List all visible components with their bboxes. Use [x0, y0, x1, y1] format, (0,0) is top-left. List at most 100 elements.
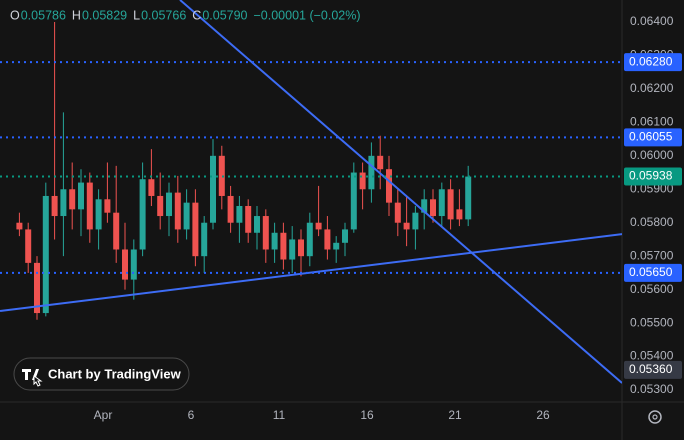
candle-body: [447, 189, 454, 220]
candle-body: [25, 229, 32, 263]
candle-body: [262, 216, 269, 250]
candle-body: [218, 155, 225, 196]
candle-body: [430, 199, 436, 217]
candle-body: [368, 155, 375, 190]
candle-body: [324, 229, 331, 250]
x-tick-label: 21: [448, 408, 462, 422]
candle-body: [130, 249, 137, 280]
price-label: 0.06280: [629, 54, 673, 68]
candle-body: [333, 242, 340, 250]
badge-frame: [13, 357, 190, 391]
y-tick-label: 0.05500: [630, 315, 674, 329]
plot-area: [0, 0, 622, 384]
candle-body: [254, 216, 260, 233]
candle-body: [359, 172, 366, 190]
y-tick-label: 0.05700: [630, 248, 674, 262]
candle-body: [315, 222, 322, 230]
candle-body: [95, 199, 102, 230]
candle-body: [403, 222, 410, 230]
axes: 0.064000.063000.062000.061000.060000.059…: [94, 14, 682, 422]
settings-icon[interactable]: [648, 410, 662, 424]
candle-body: [342, 229, 348, 243]
header-value: 0.05829: [82, 8, 127, 22]
candle-body: [245, 206, 252, 233]
candle-body: [51, 195, 58, 217]
attribution-badge[interactable]: Chart by TradingView: [13, 357, 190, 391]
y-tick-label: 0.05300: [630, 382, 674, 396]
candle-body: [421, 199, 428, 213]
badge-text: Chart by TradingView: [48, 366, 182, 381]
y-tick-label: 0.06000: [630, 148, 674, 162]
candle-body: [34, 262, 40, 314]
price-label: 0.05938: [629, 169, 673, 183]
header-value: 0.05786: [21, 8, 66, 22]
price-label-box: [624, 167, 682, 186]
header-key: C: [192, 8, 201, 22]
price-label-box: [624, 263, 682, 282]
candle-body: [465, 176, 472, 220]
candle-body: [236, 206, 243, 223]
price-label-box: [624, 53, 682, 72]
candle-body: [60, 189, 67, 217]
candle-body: [201, 222, 208, 257]
candle-body: [86, 182, 93, 230]
y-tick-label: 0.05400: [630, 349, 674, 363]
price-label-box: [624, 128, 682, 147]
crosshair-label-box: [624, 360, 682, 379]
candle-body: [306, 222, 313, 257]
crosshair-label: 0.05360: [629, 362, 673, 376]
gear-ring: [648, 410, 662, 424]
x-tick-label: 11: [273, 408, 286, 422]
header-key: H: [72, 8, 81, 22]
candle-body: [394, 202, 401, 223]
candle-body: [166, 192, 172, 217]
x-tick-label: 6: [188, 408, 195, 422]
candle-body: [298, 239, 304, 257]
candle-body: [122, 249, 128, 280]
gear-hub: [652, 414, 658, 420]
candle-body: [16, 222, 23, 230]
y-tick-label: 0.05600: [630, 282, 674, 296]
candle-body: [104, 199, 111, 213]
y-tick-label: 0.05800: [630, 215, 674, 229]
candle-body: [210, 155, 216, 223]
candle-body: [412, 212, 419, 230]
candle-body: [456, 209, 463, 220]
candle-body: [183, 202, 190, 230]
candle-body: [42, 195, 49, 314]
candle-body: [192, 202, 199, 257]
candle-body: [271, 232, 278, 250]
candle-body: [386, 169, 392, 203]
trendline: [179, 0, 622, 384]
candle-body: [69, 189, 76, 210]
candle-body: [438, 189, 445, 217]
price-label: 0.05650: [629, 265, 673, 279]
candle-body: [174, 192, 181, 230]
y-tick-label: 0.06400: [630, 14, 674, 28]
y-tick-label: 0.06200: [630, 81, 674, 95]
x-tick-label: 16: [360, 408, 374, 422]
candle-body: [377, 155, 384, 170]
ohlc-header: O 0.05786 H 0.05829 L 0.05766 C 0.05790 −0.00001…: [10, 8, 361, 22]
cursor-icon: [33, 375, 43, 387]
header-key: O: [10, 8, 20, 22]
candle-body: [350, 172, 357, 230]
candle-body: [227, 195, 234, 223]
candle-body: [148, 179, 155, 196]
candle-body: [280, 232, 287, 260]
header-value: 0.05790: [202, 8, 247, 22]
header-value: 0.05766: [141, 8, 186, 22]
price-label: 0.06055: [629, 130, 673, 144]
candle-body: [78, 182, 84, 210]
trendline: [0, 233, 622, 313]
header-key: L: [133, 8, 140, 22]
candle-body: [157, 195, 164, 217]
x-tick-label: 26: [536, 408, 550, 422]
y-tick-label: 0.06100: [630, 115, 674, 129]
x-tick-label: Apr: [94, 408, 113, 422]
candle-body: [113, 212, 120, 250]
candle-body: [289, 239, 296, 260]
header-value: −0.00001 (−0.02%): [254, 8, 361, 22]
candle-body: [139, 179, 146, 250]
